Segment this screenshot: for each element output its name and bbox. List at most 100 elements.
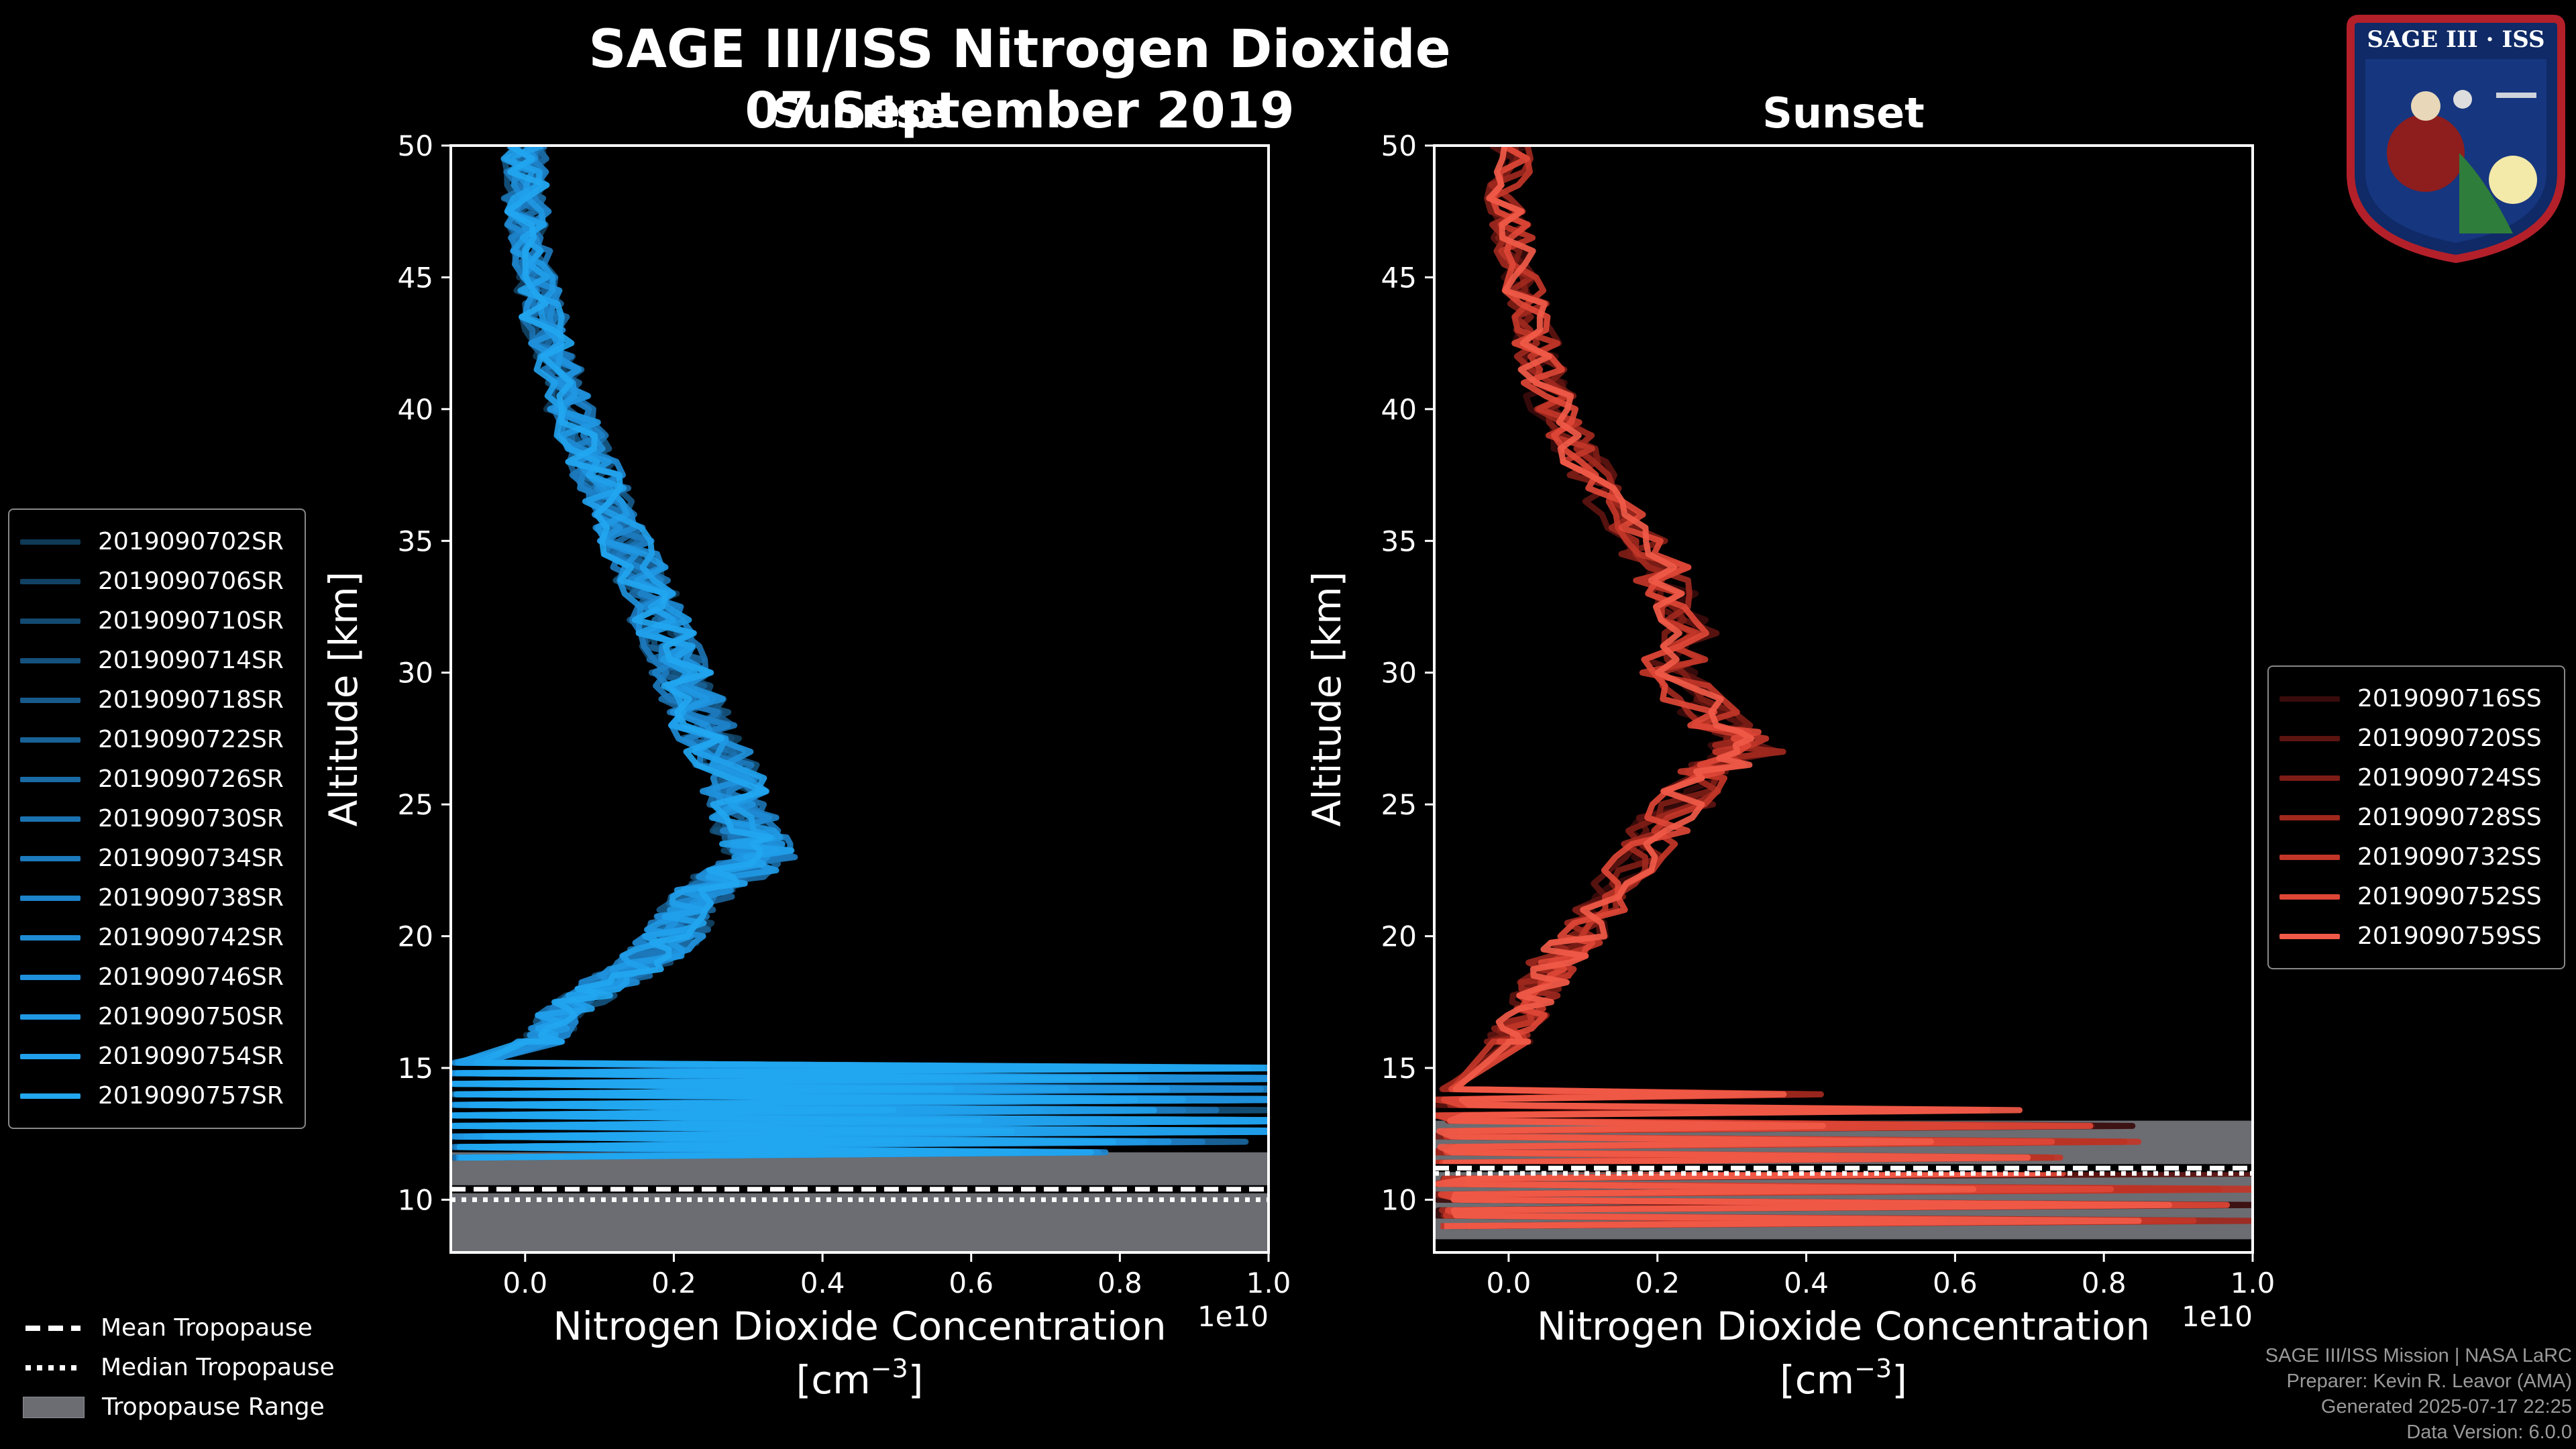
x-tick-label: 0.0 [1487,1267,1532,1299]
sunrise-legend-item: 2019090726SR [20,759,294,799]
figure-title: SAGE III/ISS Nitrogen Dioxide [588,19,1450,80]
legend-label: 2019090722SR [98,726,284,753]
legend-range-label: Tropopause Range [102,1393,325,1421]
y-tick-label: 50 [1381,129,1417,162]
x-tick-label: 0.8 [1097,1267,1142,1299]
legend-swatch [20,1014,80,1020]
legend-swatch [2279,933,2340,939]
y-tick-label: 30 [398,657,433,690]
legend-label: 2019090724SS [2357,764,2542,792]
sunrise-legend-item: 2019090750SR [20,997,294,1036]
x-offset-label: 1e10 [1197,1300,1269,1333]
sunrise-legend-item: 2019090730SR [20,799,294,839]
sunset-legend-item: 2019090720SS [2279,718,2553,758]
y-tick-label: 25 [1381,788,1417,821]
unit-base: [cm [1780,1357,1854,1403]
dashed-line-icon [25,1325,80,1331]
legend-label: 2019090732SS [2357,843,2542,871]
y-tick-label: 10 [1381,1183,1417,1216]
x-axis-label: Nitrogen Dioxide Concentration [1537,1303,2150,1349]
legend-swatch [2279,854,2340,860]
y-tick-label: 15 [1381,1052,1417,1085]
legend-label: 2019090754SR [98,1042,284,1070]
legend-swatch [20,657,80,663]
y-tick-label: 20 [1381,920,1417,953]
legend-label: 2019090742SR [98,924,284,951]
sunrise-legend-item: 2019090722SR [20,720,294,759]
profile-line [1434,146,2253,1230]
tropopause-range-band [451,1152,1269,1252]
x-tick-label: 0.2 [1635,1267,1680,1299]
y-tick-label: 10 [398,1183,433,1216]
sage-mission-logo: SAGE III · ISS [2347,15,2565,264]
legend-label: 2019090720SS [2357,724,2542,752]
x-tick-label: 0.6 [949,1267,994,1299]
figure-date: 07 September 2019 [745,82,1294,140]
sunset-legend-item: 2019090732SS [2279,837,2553,877]
legend-swatch [20,578,80,584]
legend-swatch [20,539,80,545]
y-tick-label: 15 [398,1052,433,1085]
profile-line [1434,146,2253,1230]
y-axis-label: Altitude [km] [1304,572,1350,826]
plot-area [1434,146,2253,1240]
y-tick-label: 25 [398,788,433,821]
unit-exponent: −3 [871,1354,908,1383]
y-tick-label: 50 [398,129,433,162]
legend-label: 2019090710SR [98,607,284,635]
x-tick-label: 0.4 [1784,1267,1829,1299]
y-tick-label: 30 [1381,657,1417,690]
sunrise-legend-item: 2019090746SR [20,957,294,997]
plot-area [451,146,1269,1252]
legend-swatch [2279,814,2340,820]
dotted-line-icon [25,1364,80,1371]
legend-swatch [20,1093,80,1099]
axes-frame [449,144,1270,1254]
legend-swatch [20,697,80,703]
x-tick-label: 1.0 [2231,1267,2275,1299]
footer-version: Data Version: 6.0.0 [2406,1421,2572,1443]
y-tick-label: 35 [398,525,433,557]
sunrise-legend-item: 2019090738SR [20,878,294,918]
profile-line [451,146,1269,1161]
legend-label: 2019090734SR [98,845,284,872]
y-tick-label: 20 [398,920,433,953]
sunrise-legend-item: 2019090714SR [20,641,294,680]
x-tick-label: 0.8 [2082,1267,2127,1299]
unit-base: [cm [796,1357,871,1403]
figure-icon [2387,114,2465,192]
sunrise-legend-item: 2019090710SR [20,601,294,641]
y-axis-label: Altitude [km] [321,572,366,826]
sunset-legend-item: 2019090759SS [2279,916,2553,956]
x-tick-label: 1.0 [1246,1267,1291,1299]
unit-close: ] [908,1357,924,1403]
x-axis-label: Nitrogen Dioxide Concentration [553,1303,1166,1349]
sunrise-legend-item: 2019090702SR [20,522,294,561]
x-tick-label: 0.6 [1933,1267,1978,1299]
profile-line [1434,146,2231,1230]
legend-label: 2019090750SR [98,1003,284,1030]
sunrise-panel: 10 15 20 25 30 35 40 45 50 0.0 0.2 0.4 0.6 0.8 1.01e10… [321,129,1291,1403]
sunrise-label: Sunrise [772,89,949,138]
legend-label: 2019090726SR [98,765,284,793]
legend-swatch [2279,735,2340,741]
legend-swatch [20,855,80,861]
legend-swatch [20,934,80,941]
legend-label: 2019090714SR [98,647,284,674]
unit-exponent: −3 [1854,1354,1892,1383]
profile-line [1434,146,2223,1230]
legend-label: 2019090730SR [98,805,284,833]
legend-mean-tropopause: Mean Tropopause [23,1308,335,1348]
legend-median-tropopause: Median Tropopause [23,1348,335,1387]
legend-label: 2019090728SS [2357,804,2542,831]
legend-mean-label: Mean Tropopause [101,1314,313,1342]
sunset-legend-item: 2019090752SS [2279,877,2553,916]
legend-swatch [2279,696,2340,702]
legend-swatch [20,737,80,743]
footer-mission: SAGE III/ISS Mission | NASA LaRC [2265,1345,2572,1366]
footer-generated: Generated 2025-07-17 22:25 [2320,1396,2572,1417]
x-tick-label: 0.4 [800,1267,845,1299]
axes-frame [1433,144,2254,1254]
x-axis-unit: [cm−3] [1780,1354,1907,1403]
